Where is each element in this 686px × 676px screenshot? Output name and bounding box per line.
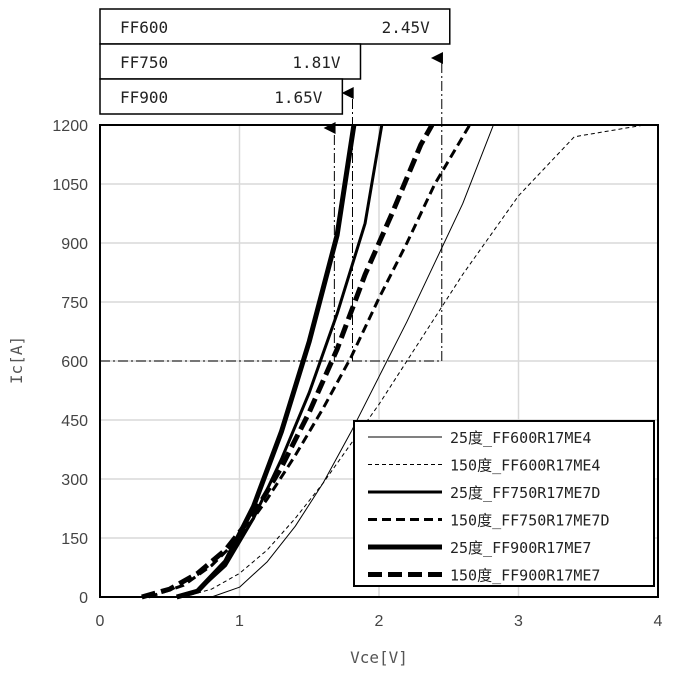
x-axis-label: Vce[V] <box>350 648 408 667</box>
y-tick-label: 600 <box>61 354 88 371</box>
legend-label: 150度_FF900R17ME7 <box>450 567 600 585</box>
annotation-box <box>99 8 451 45</box>
legend: 25度_FF600R17ME4 150度_FF600R17ME4 25度_FF750… <box>353 420 655 587</box>
series-group <box>141 123 645 600</box>
y-axis-label: Ic[A] <box>7 336 26 384</box>
y-tick-label: 900 <box>61 236 88 253</box>
x-tick-label: 3 <box>514 613 523 630</box>
tick-labels: 0 1 2 3 4 0 150 300 450 600 750 900 1050 1200 <box>52 118 662 630</box>
y-tick-label: 300 <box>61 472 88 489</box>
x-tick-label: 1 <box>235 613 244 630</box>
legend-label: 150度_FF750R17ME7D <box>450 512 610 530</box>
y-tick-label: 450 <box>61 413 88 430</box>
legend-label: 150度_FF600R17ME4 <box>450 457 600 475</box>
series-line <box>211 124 494 598</box>
plot-frame <box>99 124 659 598</box>
annotation-value: 2.45V <box>382 18 431 37</box>
annotation-name: FF750 <box>120 53 168 72</box>
x-tick-label: 2 <box>375 613 384 630</box>
legend-label: 25度_FF900R17ME7 <box>450 539 591 557</box>
legend-label: 25度_FF750R17ME7D <box>450 484 600 502</box>
annotation-boxes: FF600 2.45V FF750 1.81V FF900 1.65V <box>99 8 451 361</box>
legend-box <box>353 420 655 587</box>
series-line <box>176 124 357 600</box>
x-tick-label: 0 <box>96 613 105 630</box>
y-tick-label: 1200 <box>52 118 88 135</box>
annotation-name: FF900 <box>120 88 168 107</box>
y-tick-label: 1050 <box>52 177 88 194</box>
y-tick-label: 750 <box>61 295 88 312</box>
legend-label: 25度_FF600R17ME4 <box>450 429 591 447</box>
series-line <box>183 124 645 598</box>
x-tick-label: 4 <box>654 613 663 630</box>
y-tick-label: 150 <box>61 531 88 548</box>
series-line <box>141 123 435 600</box>
annotation-value: 1.65V <box>274 88 323 107</box>
annotation-box <box>99 78 344 115</box>
y-tick-label: 0 <box>79 590 88 607</box>
annotation-name: FF600 <box>120 18 168 37</box>
annotation-box <box>99 43 362 80</box>
annotation-value: 1.81V <box>292 53 341 72</box>
